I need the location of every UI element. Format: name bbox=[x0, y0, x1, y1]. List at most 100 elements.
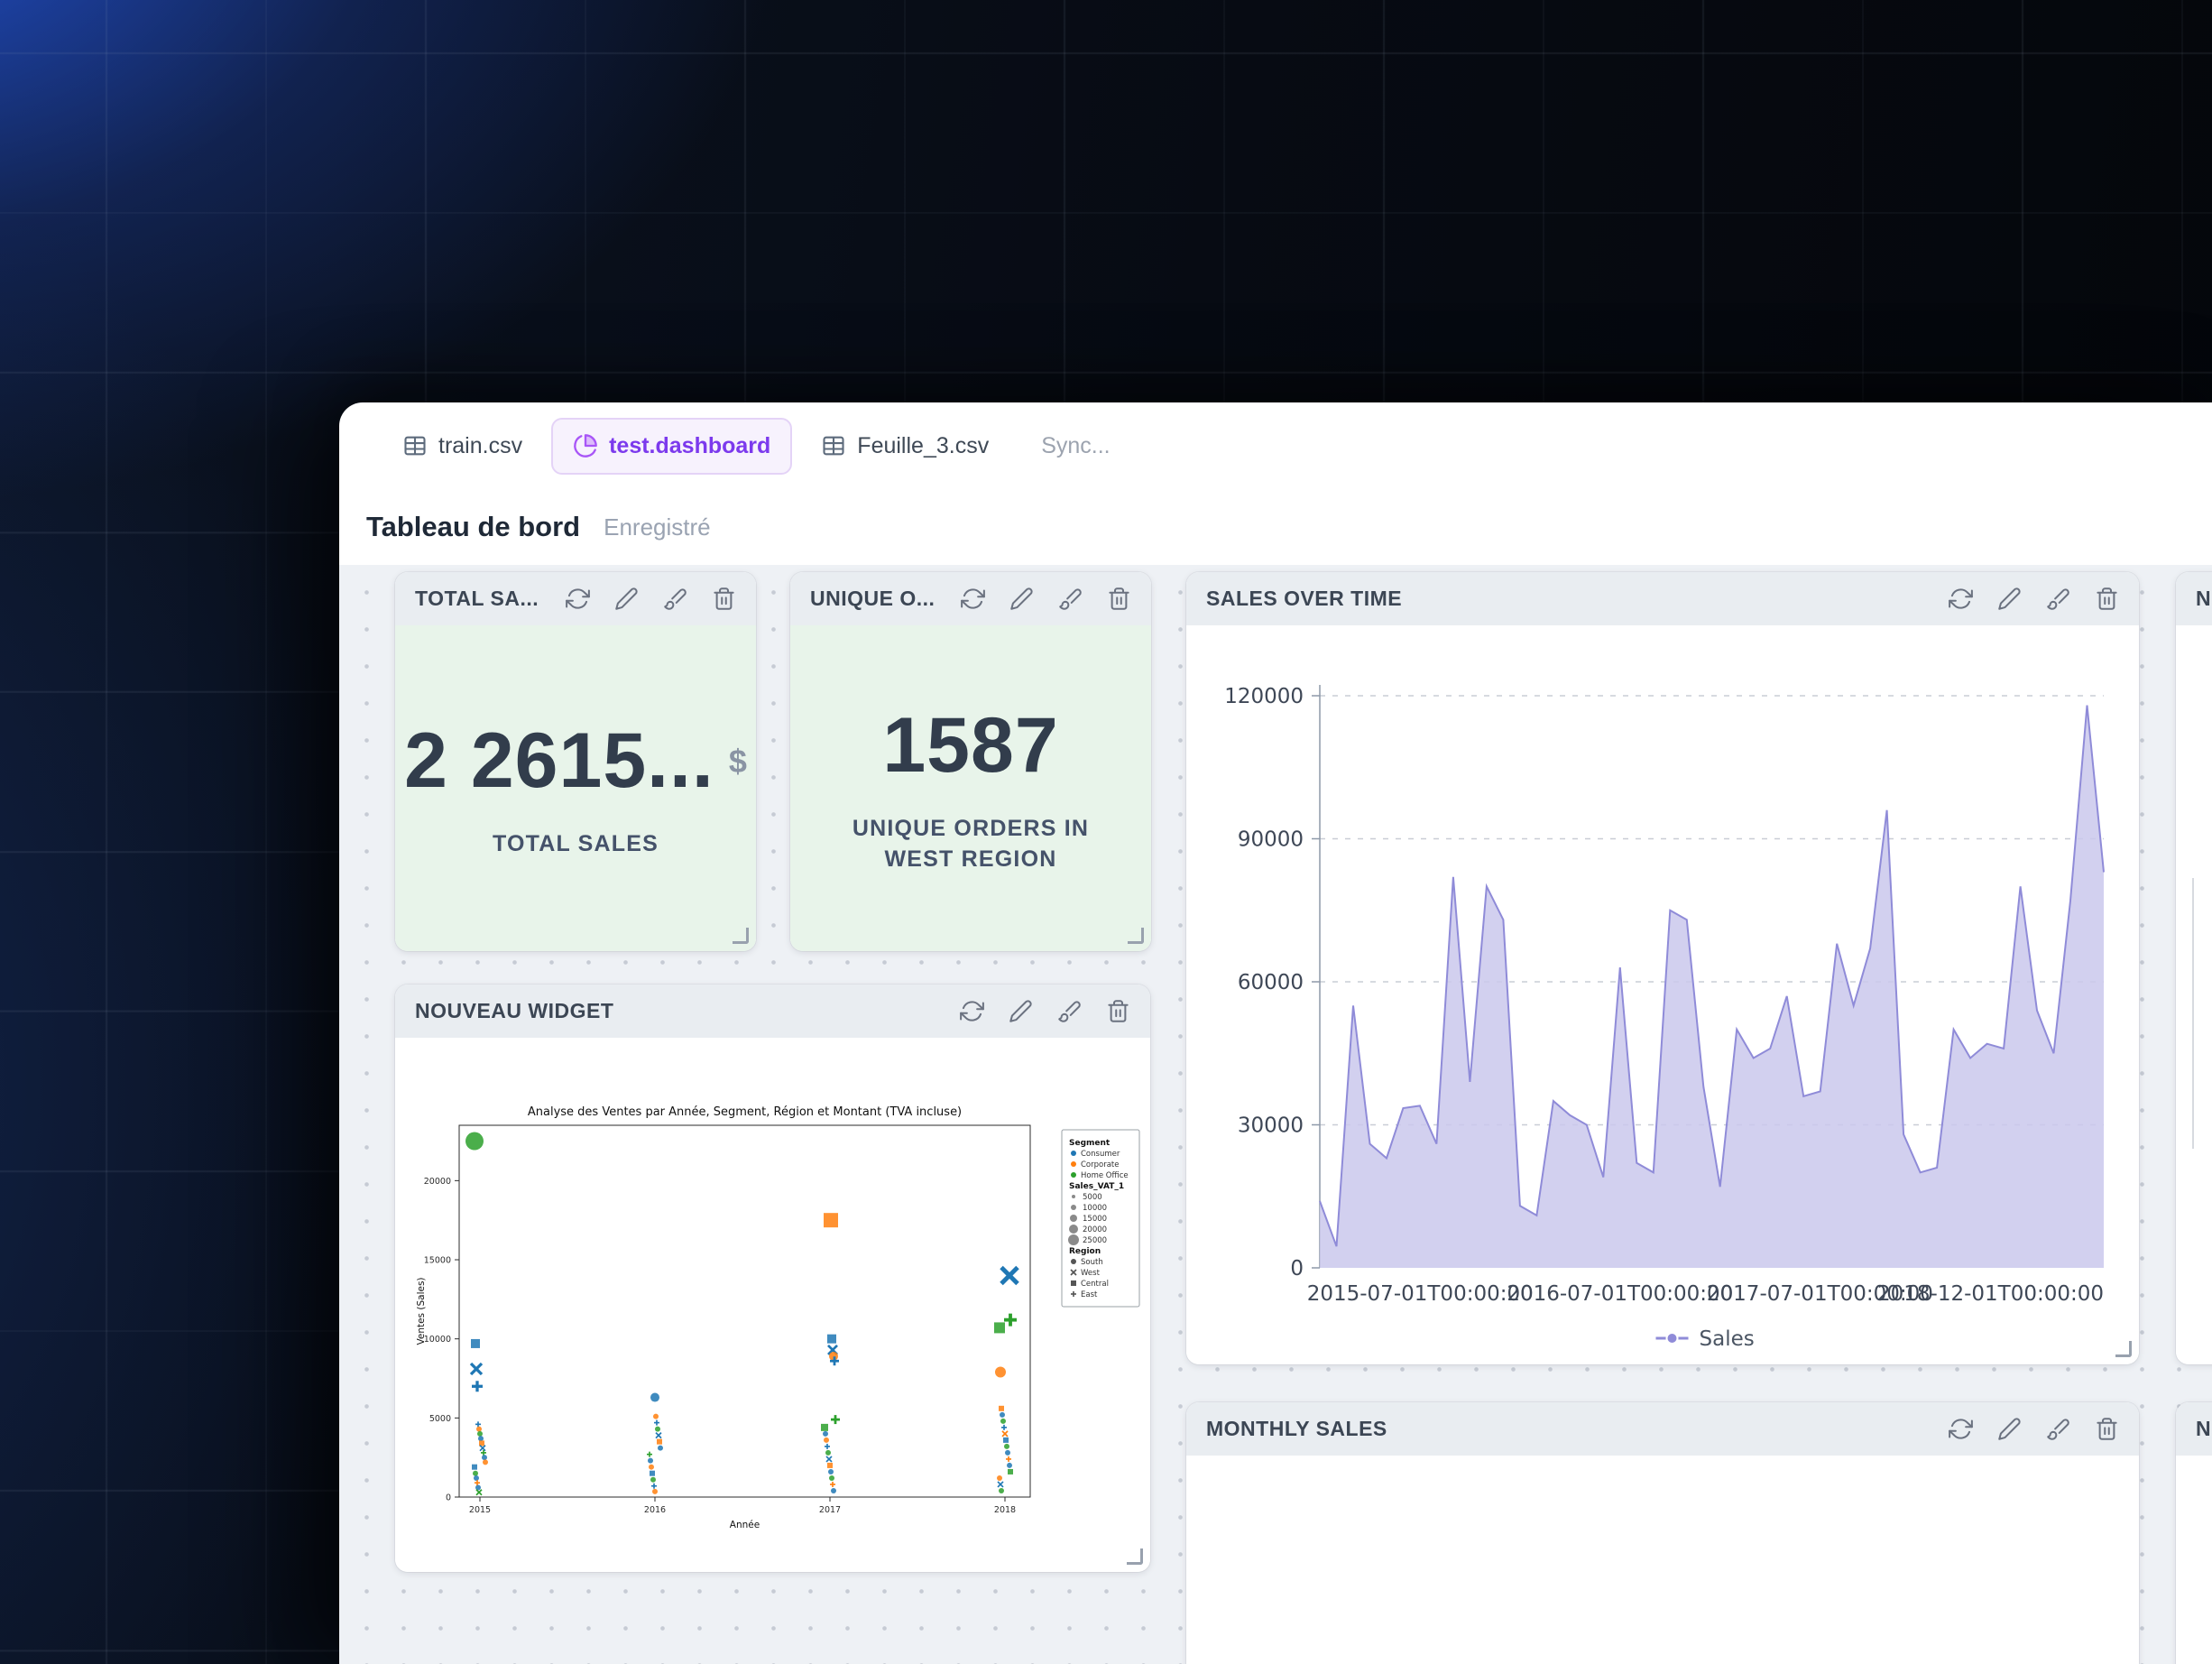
resize-handle[interactable] bbox=[1128, 928, 1144, 944]
svg-text:West: West bbox=[1081, 1269, 1101, 1278]
tab-label: Feuille_3.csv bbox=[857, 432, 990, 458]
widget-title: N bbox=[2196, 587, 2212, 610]
widget-header: SALES OVER TIME bbox=[1186, 572, 2139, 625]
edit-pencil-icon[interactable] bbox=[1009, 999, 1033, 1023]
style-brush-icon[interactable] bbox=[2046, 587, 2070, 611]
widget-header: UNIQUE O... bbox=[790, 572, 1151, 625]
widget-title: N bbox=[2196, 1417, 2212, 1440]
resize-handle[interactable] bbox=[2115, 1341, 2132, 1357]
widget-header: MONTHLY SALES bbox=[1186, 1402, 2139, 1456]
kpi-label: UNIQUE ORDERS IN WEST REGION bbox=[852, 816, 1090, 872]
monthly-sales-chart-body bbox=[1186, 1456, 2139, 1664]
widget-title: UNIQUE O... bbox=[810, 587, 935, 610]
widget-actions bbox=[1949, 587, 2119, 611]
widget-unique-orders: UNIQUE O... 1587 UNIQUE ORDERS IN WEST R… bbox=[790, 572, 1151, 951]
svg-text:10000: 10000 bbox=[424, 1335, 451, 1345]
tab-feuille-3-csv[interactable]: Feuille_3.csv bbox=[799, 418, 1010, 475]
edit-pencil-icon[interactable] bbox=[614, 587, 639, 611]
svg-text:10000: 10000 bbox=[1083, 1204, 1107, 1213]
kpi-body: 2 2615... $ TOTAL SALES bbox=[395, 625, 756, 951]
widget-title: TOTAL SA... bbox=[415, 587, 539, 610]
svg-text:Corporate: Corporate bbox=[1081, 1160, 1120, 1169]
style-brush-icon[interactable] bbox=[1058, 587, 1083, 611]
svg-text:Central: Central bbox=[1081, 1280, 1109, 1289]
svg-text:Segment: Segment bbox=[1069, 1139, 1111, 1148]
svg-text:120000: 120000 bbox=[1224, 685, 1304, 708]
delete-trash-icon[interactable] bbox=[712, 587, 736, 611]
svg-text:30000: 30000 bbox=[1238, 1114, 1304, 1138]
edit-pencil-icon[interactable] bbox=[1009, 587, 1034, 611]
svg-text:2018-12-01T00:00:00: 2018-12-01T00:00:00 bbox=[1877, 1282, 2104, 1306]
refresh-icon[interactable] bbox=[1949, 587, 1973, 611]
svg-text:90000: 90000 bbox=[1238, 828, 1304, 852]
svg-text:0: 0 bbox=[446, 1493, 451, 1503]
resize-handle[interactable] bbox=[1127, 1548, 1143, 1565]
svg-text:2015: 2015 bbox=[469, 1505, 491, 1515]
svg-text:15000: 15000 bbox=[1083, 1215, 1107, 1224]
svg-text:20000: 20000 bbox=[424, 1177, 451, 1187]
refresh-icon[interactable] bbox=[960, 999, 984, 1023]
svg-text:2016: 2016 bbox=[644, 1505, 666, 1515]
kpi-body: 1587 UNIQUE ORDERS IN WEST REGION bbox=[790, 625, 1151, 951]
widget-header: N bbox=[2176, 572, 2212, 625]
style-brush-icon[interactable] bbox=[663, 587, 687, 611]
widget-total-sales: TOTAL SA... 2 2615... $ TOTAL SALES bbox=[395, 572, 756, 951]
refresh-icon[interactable] bbox=[566, 587, 590, 611]
widget-header: NOUVEAU WIDGET bbox=[395, 985, 1150, 1038]
svg-text:25000: 25000 bbox=[1083, 1236, 1107, 1245]
widget-actions bbox=[566, 587, 736, 611]
widget-actions bbox=[960, 999, 1130, 1023]
widget-partial-right-bottom: N bbox=[2176, 1402, 2212, 1664]
svg-text:Sales: Sales bbox=[1700, 1327, 1755, 1351]
pie-chart-icon bbox=[573, 433, 598, 458]
app-window: train.csv test.dashboard Feuille_3.csv S… bbox=[339, 402, 2212, 1664]
svg-text:20000: 20000 bbox=[1083, 1225, 1107, 1234]
delete-trash-icon[interactable] bbox=[2095, 1417, 2119, 1441]
edit-pencil-icon[interactable] bbox=[1997, 1417, 2022, 1441]
widget-title: NOUVEAU WIDGET bbox=[415, 999, 614, 1022]
svg-text:East: East bbox=[1081, 1290, 1098, 1299]
partial-chart-body bbox=[2176, 625, 2212, 1364]
save-status-badge: Enregistré bbox=[604, 513, 711, 541]
widget-actions bbox=[961, 587, 1131, 611]
widget-nouveau: NOUVEAU WIDGET Analyse des Ventes par An… bbox=[395, 985, 1150, 1572]
sync-status: Sync... bbox=[1041, 432, 1111, 458]
refresh-icon[interactable] bbox=[961, 587, 985, 611]
widget-sales-over-time: SALES OVER TIME 0 30000 60000 90000 120000 20… bbox=[1186, 572, 2139, 1364]
kpi-unit: $ bbox=[728, 742, 747, 780]
delete-trash-icon[interactable] bbox=[1107, 587, 1131, 611]
svg-text:2018: 2018 bbox=[994, 1505, 1016, 1515]
svg-text:South: South bbox=[1081, 1258, 1103, 1267]
svg-text:5000: 5000 bbox=[1083, 1193, 1102, 1202]
svg-text:2015-07-01T00:00:00: 2015-07-01T00:00:00 bbox=[1307, 1282, 1534, 1306]
style-brush-icon[interactable] bbox=[2046, 1417, 2070, 1441]
delete-trash-icon[interactable] bbox=[2095, 587, 2119, 611]
sales-over-time-area-chart: 0 30000 60000 90000 120000 2015-07-01T00:00:0… bbox=[1224, 685, 2105, 1351]
svg-text:5000: 5000 bbox=[429, 1414, 451, 1424]
partial-axis-line bbox=[2192, 878, 2194, 1149]
refresh-icon[interactable] bbox=[1949, 1417, 1973, 1441]
svg-text:Ventes (Sales): Ventes (Sales) bbox=[416, 1277, 427, 1345]
edit-pencil-icon[interactable] bbox=[1997, 587, 2022, 611]
widget-actions bbox=[1949, 1417, 2119, 1441]
kpi-value: 1587 bbox=[882, 702, 1059, 790]
svg-text:2016-07-01T00:00:00: 2016-07-01T00:00:00 bbox=[1507, 1282, 1733, 1306]
svg-text:Home Office: Home Office bbox=[1081, 1171, 1129, 1180]
widget-header: N bbox=[2176, 1402, 2212, 1456]
svg-text:Année: Année bbox=[730, 1520, 760, 1530]
kpi-value-row: 1587 bbox=[882, 701, 1058, 790]
tab-train-csv[interactable]: train.csv bbox=[381, 418, 544, 475]
tab-test-dashboard[interactable]: test.dashboard bbox=[551, 417, 793, 475]
table-icon bbox=[402, 433, 428, 458]
svg-text:Analyse des Ventes par Année,: Analyse des Ventes par Année, Segment, R… bbox=[528, 1105, 962, 1119]
kpi-label: TOTAL SALES bbox=[492, 831, 659, 857]
widget-monthly-sales: MONTHLY SALES bbox=[1186, 1402, 2139, 1664]
delete-trash-icon[interactable] bbox=[1106, 999, 1130, 1023]
svg-text:2017: 2017 bbox=[819, 1505, 841, 1515]
resize-handle[interactable] bbox=[733, 928, 749, 944]
svg-text:Consumer: Consumer bbox=[1081, 1150, 1120, 1159]
svg-text:15000: 15000 bbox=[424, 1256, 451, 1266]
style-brush-icon[interactable] bbox=[1057, 999, 1082, 1023]
nouveau-chart-body: Analyse des Ventes par Année, Segment, R… bbox=[395, 1038, 1150, 1572]
